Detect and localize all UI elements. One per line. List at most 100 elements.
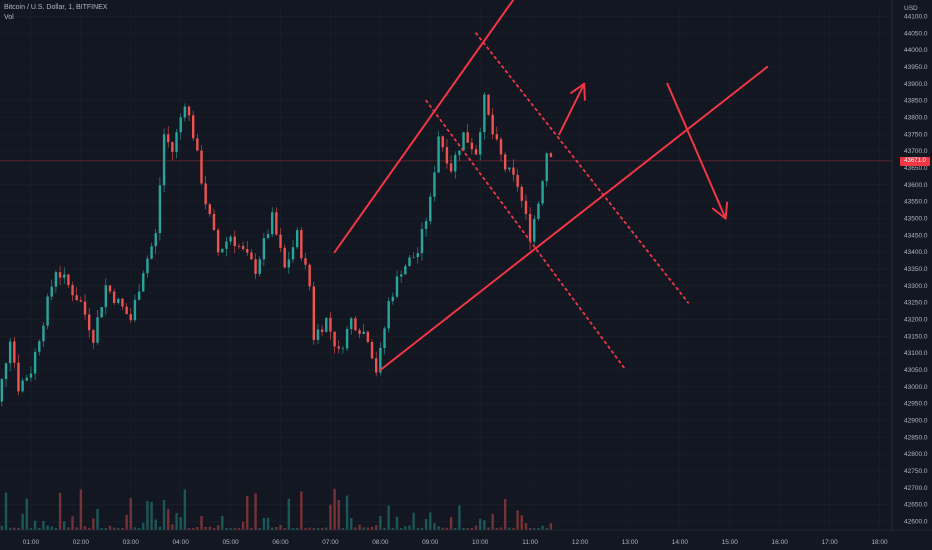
candle-body [541,181,544,204]
candle-body [379,347,382,373]
candle-body [399,274,403,277]
volume-bar [100,528,103,530]
volume-bar [162,499,166,530]
candle-body [254,259,257,274]
volume-bar [13,527,16,530]
volume-bar [495,527,499,530]
candle-body [433,172,436,197]
candle-body [204,183,207,205]
candle-body [271,212,274,235]
volume-bar [221,515,224,530]
volume-bar [499,527,503,530]
candle-body [499,139,503,155]
volume-bar [512,527,515,530]
volume-bar [466,528,469,530]
candle-body [221,248,224,253]
volume-bar [208,526,212,530]
candle-body [362,331,365,334]
price-tick-label: 42900.0 [904,418,928,425]
volume-bar [300,491,303,530]
candle-body [470,142,474,150]
volume-bar [246,495,249,530]
candle-body [329,317,332,332]
candle-body [50,286,53,297]
candle-body [125,306,128,315]
volume-bar [142,522,145,530]
price-tick-label: 42750.0 [904,468,928,475]
volume-bar [329,504,332,530]
candle-body [325,317,328,332]
arrow-up-head [570,82,586,94]
time-tick-label: 03:00 [123,539,140,546]
candle-body [133,299,137,321]
volume-bar [312,527,316,530]
volume-bar [104,527,108,530]
candle-body [491,114,494,135]
candle-body [320,329,324,332]
volume-bar [258,527,261,530]
price-tick-label: 42700.0 [904,485,928,492]
grid [0,8,892,530]
volume-bar [395,516,399,530]
volume-bar [454,527,457,530]
price-tick-label: 43350.0 [904,266,928,273]
candle-body [474,149,478,155]
volume-bar [8,527,12,530]
candle-body [458,150,461,155]
price-tick-label: 42950.0 [904,401,928,408]
candle-body [341,348,345,350]
trend-drawings [333,0,769,372]
volume-bar [316,527,320,530]
volume-bar [470,527,474,530]
time-tick-label: 17:00 [821,539,838,546]
time-tick-label: 04:00 [173,539,190,546]
candle-body [179,117,182,133]
candle-body [512,167,515,175]
candle-body [250,252,253,260]
volume-bar [545,527,548,530]
volume-indicator-label[interactable]: Vol [4,14,14,21]
volume-bar [474,525,478,530]
volume-bar [416,527,419,530]
candle-body [412,257,415,258]
candle-body [258,259,261,274]
candle-body [503,154,507,170]
candle-body [366,331,370,342]
time-tick-label: 15:00 [722,539,739,546]
volume-bar [108,525,112,530]
candle-body [316,329,320,340]
volume-bar [233,528,236,530]
volume-bar [150,501,153,530]
candle-body [112,291,116,303]
volume-bar [167,509,170,530]
volume-bar [503,499,507,530]
volume-bar [146,501,149,530]
candle-body [424,221,428,230]
candle-body [46,296,49,326]
candle-body [229,236,232,242]
volume-bar [528,527,532,530]
candle-body [233,236,236,246]
candle-body [67,274,70,286]
candle-body [104,285,108,308]
volume-bar [46,525,49,530]
volume-bar [362,527,365,530]
volume-bar [437,526,440,530]
candle-body [21,380,24,392]
volume-bar [4,492,8,530]
volume-bar [295,527,299,530]
candle-body [462,132,465,151]
volume-bar [121,527,124,530]
volume-bar [275,527,278,530]
volume-bar [433,523,436,530]
candle-body [300,230,303,259]
price-tick-label: 42650.0 [904,502,928,509]
candle-body [162,134,166,186]
time-tick-label: 09:00 [422,539,439,546]
volume-bar [216,525,220,530]
candle-body [158,185,162,234]
volume-bar [520,515,523,530]
volume-bar [112,527,116,530]
